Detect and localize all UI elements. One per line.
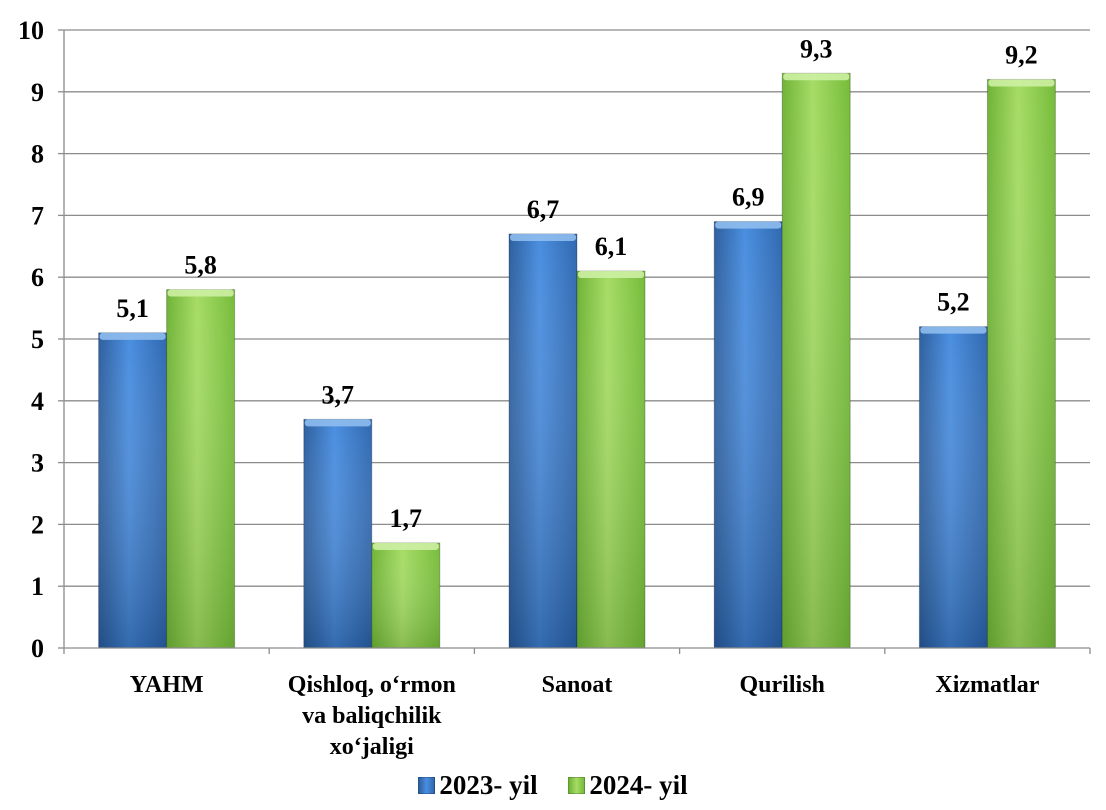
bar-cap-2024 bbox=[578, 271, 644, 279]
y-tick-label: 3 bbox=[31, 449, 44, 478]
data-label-2023: 6,9 bbox=[732, 183, 765, 212]
bar-cap-2023 bbox=[510, 233, 576, 241]
y-tick-label: 1 bbox=[31, 572, 44, 601]
bar-shade-2023 bbox=[303, 419, 372, 648]
y-tick-label: 2 bbox=[31, 510, 44, 539]
bars bbox=[98, 72, 1056, 649]
bar-shade-2023 bbox=[509, 233, 577, 648]
y-tick-label: 0 bbox=[31, 634, 44, 663]
bar-cap-2024 bbox=[783, 73, 850, 81]
y-tick-label: 10 bbox=[18, 16, 44, 45]
data-label-2023: 6,7 bbox=[527, 195, 560, 224]
data-label-2024: 6,1 bbox=[595, 232, 628, 261]
legend-label-2024: 2024- yil bbox=[589, 770, 688, 800]
x-category-label: xo‘jaligi bbox=[330, 734, 414, 760]
y-axis-ticks: 0 1 2 3 4 5 6 7 8 9 10 bbox=[18, 16, 44, 663]
data-label-2024: 9,3 bbox=[800, 34, 833, 63]
axes bbox=[58, 29, 1091, 654]
bar-cap-2024 bbox=[167, 289, 234, 297]
bar-cap-2024 bbox=[372, 542, 439, 550]
legend-item-2024: 2024- yil bbox=[568, 770, 688, 801]
y-tick-label: 6 bbox=[31, 263, 44, 292]
bar-shade-2023 bbox=[919, 326, 988, 648]
data-label-2023: 5,2 bbox=[937, 288, 970, 317]
x-category-label: va baliqchilik bbox=[302, 703, 442, 729]
bar-cap-2023 bbox=[920, 326, 987, 334]
bar-cap-2023 bbox=[715, 221, 782, 229]
legend-swatch-2023 bbox=[418, 777, 436, 794]
data-labels: 5,1 5,8 3,7 1,7 6,7 6,1 6,9 9,3 5,2 9,2 bbox=[116, 34, 1037, 533]
legend-swatch-2024 bbox=[568, 777, 586, 794]
x-category-label: Qurilish bbox=[740, 672, 825, 698]
category-labels: YAHM Qishloq, o‘rmon va baliqchilik xo‘jali… bbox=[130, 672, 1040, 760]
bar-cap-2023 bbox=[304, 419, 371, 427]
bar-shade-2024 bbox=[371, 542, 440, 648]
data-label-2024: 1,7 bbox=[390, 504, 423, 533]
bar-shade-2023 bbox=[98, 332, 167, 648]
bar-shade-2024 bbox=[782, 73, 851, 648]
y-tick-label: 8 bbox=[31, 140, 44, 169]
y-tick-label: 4 bbox=[31, 387, 44, 416]
x-category-label: Sanoat bbox=[542, 672, 613, 698]
bar-shade-2024 bbox=[166, 289, 235, 648]
legend-item-2023: 2023- yil bbox=[418, 770, 538, 801]
data-label-2023: 3,7 bbox=[322, 380, 355, 409]
x-category-label: Xizmatlar bbox=[935, 672, 1039, 698]
legend: 2023- yil 2024- yil bbox=[0, 770, 1106, 801]
data-label-2023: 5,1 bbox=[116, 294, 149, 323]
data-label-2024: 9,2 bbox=[1005, 40, 1038, 69]
y-tick-label: 5 bbox=[31, 325, 44, 354]
bar-shade-2024 bbox=[577, 271, 645, 648]
bar-cap-2023 bbox=[99, 332, 166, 340]
x-category-label: YAHM bbox=[130, 672, 204, 698]
x-category-label: Qishloq, o‘rmon bbox=[288, 672, 456, 698]
bar-cap-2024 bbox=[988, 79, 1055, 87]
y-tick-label: 7 bbox=[31, 201, 44, 230]
data-label-2024: 5,8 bbox=[184, 251, 217, 280]
bar-shade-2023 bbox=[714, 221, 783, 648]
bar-shade-2024 bbox=[987, 79, 1056, 648]
legend-label-2023: 2023- yil bbox=[439, 770, 538, 800]
y-tick-label: 9 bbox=[31, 78, 44, 107]
